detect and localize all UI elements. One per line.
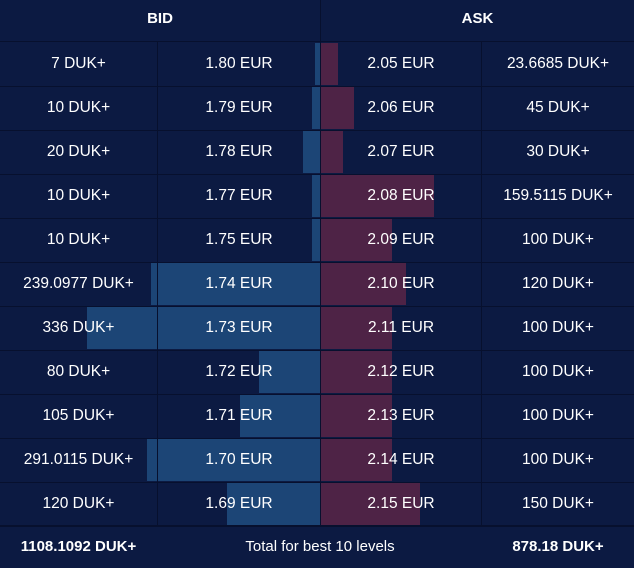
ask-price: 2.13 EUR [367,407,435,424]
bid-total: 1108.1092 DUK+ [20,538,137,555]
ask-total: 878.18 DUK+ [512,538,604,555]
ask-price: 2.09 EUR [367,231,435,248]
ask-quantity: 100 DUK+ [522,231,594,248]
bid-depth-bar [312,175,320,217]
ask-depth-bar [321,87,354,129]
bid-depth-bar [87,307,320,349]
order-book-row[interactable]: 239.0977 DUK+ 1.74 EUR 2.10 EUR 120 DUK+ [0,262,634,307]
ask-quantity: 100 DUK+ [522,319,594,336]
ask-depth-bar [321,131,343,173]
ask-depth-bar [321,483,420,525]
ask-quantity: 45 DUK+ [526,99,590,116]
bid-quantity: 10 DUK+ [46,187,111,204]
order-book-footer: 1108.1092 DUK+ Total for best 10 levels … [0,525,634,562]
ask-quantity: 150 DUK+ [522,495,594,512]
bid-depth-bar [259,351,320,393]
ask-quantity: 23.6685 DUK+ [506,55,610,72]
order-book-row[interactable]: 80 DUK+ 1.72 EUR 2.12 EUR 100 DUK+ [0,350,634,395]
ask-price: 2.10 EUR [367,275,435,292]
ask-depth-bar [321,175,434,217]
order-book-row[interactable]: 10 DUK+ 1.79 EUR 2.06 EUR 45 DUK+ [0,86,634,131]
order-book-row[interactable]: 20 DUK+ 1.78 EUR 2.07 EUR 30 DUK+ [0,130,634,175]
ask-depth-bar [321,439,392,481]
ask-depth-bar [321,307,392,349]
bid-depth-bar [151,263,320,305]
bid-price: 1.73 EUR [205,319,273,336]
order-book-header: BID ASK [0,0,634,42]
ask-quantity: 100 DUK+ [522,363,594,380]
order-book-row[interactable]: 120 DUK+ 1.69 EUR 2.15 EUR 150 DUK+ [0,482,634,527]
bid-price: 1.77 EUR [205,187,273,204]
ask-price: 2.11 EUR [367,319,435,336]
ask-price: 2.05 EUR [367,55,435,72]
ask-depth-bar [321,219,392,261]
ask-column-header: ASK [461,10,494,27]
ask-quantity: 100 DUK+ [522,451,594,468]
bid-price: 1.72 EUR [205,363,273,380]
order-book-row[interactable]: 7 DUK+ 1.80 EUR 2.05 EUR 23.6685 DUK+ [0,42,634,87]
bid-price: 1.69 EUR [205,495,273,512]
order-book-row[interactable]: 105 DUK+ 1.71 EUR 2.13 EUR 100 DUK+ [0,394,634,439]
total-label: Total for best 10 levels [245,538,395,555]
bid-depth-bar [315,43,320,85]
ask-depth-bar [321,351,392,393]
order-book-row[interactable]: 10 DUK+ 1.77 EUR 2.08 EUR 159.5115 DUK+ [0,174,634,219]
bid-price: 1.79 EUR [205,99,273,116]
bid-quantity: 10 DUK+ [46,99,111,116]
order-book-row[interactable]: 336 DUK+ 1.73 EUR 2.11 EUR 100 DUK+ [0,306,634,351]
ask-quantity: 30 DUK+ [526,143,590,160]
ask-quantity: 100 DUK+ [522,407,594,424]
center-divider [320,0,321,525]
bid-depth-bar [227,483,320,525]
bid-price: 1.78 EUR [205,143,273,160]
bid-price: 1.71 EUR [205,407,273,424]
ask-quantity: 159.5115 DUK+ [503,187,613,204]
ask-price: 2.06 EUR [367,99,435,116]
ask-price: 2.07 EUR [367,143,435,160]
ask-price: 2.12 EUR [367,363,435,380]
ask-price: 2.14 EUR [367,451,435,468]
ask-depth-bar [321,43,338,85]
bid-price: 1.80 EUR [205,55,273,72]
order-book-row[interactable]: 291.0115 DUK+ 1.70 EUR 2.14 EUR 100 DUK+ [0,438,634,483]
ask-column-divider [481,41,482,525]
bid-depth-bar [303,131,320,173]
bid-quantity: 20 DUK+ [46,143,111,160]
bid-depth-bar [312,219,320,261]
bid-depth-bar [312,87,320,129]
bid-quantity: 291.0115 DUK+ [23,451,134,468]
bid-quantity: 105 DUK+ [42,407,115,424]
ask-quantity: 120 DUK+ [522,275,594,292]
bid-price: 1.74 EUR [205,275,273,292]
order-book-row[interactable]: 10 DUK+ 1.75 EUR 2.09 EUR 100 DUK+ [0,218,634,263]
bid-quantity: 336 DUK+ [42,319,115,336]
bid-column-divider [157,41,158,525]
bid-quantity: 7 DUK+ [51,55,106,72]
bid-column-header: BID [147,10,173,27]
bid-depth-bar [240,395,320,437]
ask-depth-bar [321,395,392,437]
ask-price: 2.15 EUR [367,495,435,512]
bid-price: 1.75 EUR [205,231,273,248]
ask-price: 2.08 EUR [367,187,435,204]
ask-depth-bar [321,263,406,305]
bid-quantity: 10 DUK+ [46,231,111,248]
bid-quantity: 239.0977 DUK+ [23,275,134,292]
bid-quantity: 120 DUK+ [42,495,115,512]
bid-price: 1.70 EUR [205,451,273,468]
bid-depth-bar [147,439,320,481]
bid-quantity: 80 DUK+ [46,363,111,380]
